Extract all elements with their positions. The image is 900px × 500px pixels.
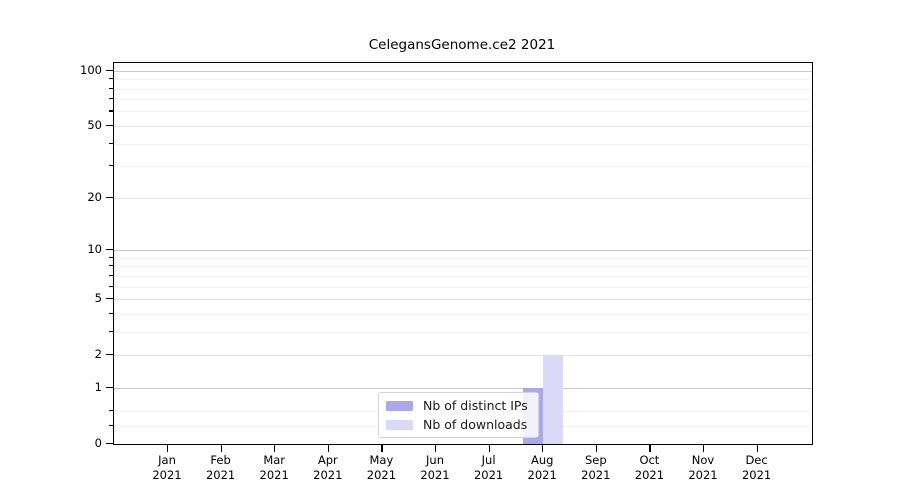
y-minor-tick-mark — [109, 78, 113, 80]
y-tick-label-1: 1 — [94, 379, 102, 394]
y-minor-tick-mark — [109, 110, 113, 112]
x-tick-mark-Dec 2021 — [756, 444, 758, 452]
gridline-minor — [114, 88, 812, 90]
y-minor-tick-mark — [109, 256, 113, 258]
x-tick-label-May 2021: May 2021 — [366, 453, 397, 482]
plot-area — [113, 62, 813, 445]
x-tick-mark-Mar 2021 — [274, 444, 276, 452]
legend-item-downloads: Nb of downloads — [386, 417, 528, 432]
y-tick-label-0: 0 — [94, 436, 102, 450]
gridline-minor — [114, 286, 812, 288]
x-tick-mark-May 2021 — [381, 444, 383, 452]
gridline-minor — [114, 266, 812, 268]
gridline-minor — [114, 313, 812, 315]
x-tick-mark-Feb 2021 — [220, 444, 222, 452]
x-tick-label-Jun 2021: Jun 2021 — [420, 453, 450, 482]
y-tick-label-5: 5 — [94, 291, 102, 305]
legend-label-downloads: Nb of downloads — [423, 417, 528, 432]
gridline-10 — [114, 250, 812, 251]
y-minor-tick-mark — [109, 98, 113, 100]
gridline-minor — [114, 275, 812, 277]
x-tick-label-Nov 2021: Nov 2021 — [688, 453, 718, 482]
x-tick-label-Dec 2021: Dec 2021 — [741, 453, 772, 482]
y-minor-tick-mark — [109, 312, 113, 314]
gridline-minor — [114, 143, 812, 145]
x-tick-mark-Apr 2021 — [327, 444, 329, 452]
y-tick-mark-0 — [106, 443, 113, 445]
x-tick-mark-Jan 2021 — [167, 444, 169, 452]
y-tick-mark-50 — [106, 124, 113, 127]
y-tick-mark-20 — [106, 196, 113, 198]
x-tick-mark-Sep 2021 — [595, 444, 597, 452]
y-tick-label-2: 2 — [94, 347, 102, 362]
x-tick-mark-Nov 2021 — [703, 444, 705, 452]
x-tick-label-Jan 2021: Jan 2021 — [152, 453, 182, 482]
y-tick-label-50: 50 — [87, 117, 102, 132]
gridline-1 — [114, 387, 812, 389]
gridline-minor — [114, 111, 812, 113]
y-tick-mark-10 — [106, 249, 113, 251]
y-tick-mark-2 — [106, 354, 113, 356]
chart-title: CelegansGenome.ce2 2021 — [368, 37, 556, 53]
legend: Nb of distinct IPs Nb of downloads — [378, 392, 539, 438]
legend-swatch-distinct-ips — [386, 400, 413, 411]
y-tick-label-100: 100 — [80, 62, 102, 77]
y-minor-tick-mark — [109, 410, 113, 412]
y-minor-tick-mark — [109, 274, 113, 276]
x-tick-mark-Oct 2021 — [649, 444, 651, 452]
gridline-minor — [114, 257, 812, 259]
x-tick-mark-Jun 2021 — [435, 444, 437, 452]
y-minor-tick-mark — [109, 265, 113, 267]
x-tick-label-Aug 2021: Aug 2021 — [527, 453, 557, 482]
x-tick-label-Sep 2021: Sep 2021 — [581, 453, 611, 482]
legend-label-distinct-ips: Nb of distinct IPs — [423, 398, 528, 413]
x-tick-mark-Aug 2021 — [542, 444, 544, 452]
gridline-100 — [114, 70, 812, 72]
y-minor-tick-mark — [109, 285, 113, 287]
x-tick-label-Apr 2021: Apr 2021 — [313, 453, 343, 482]
gridline-2 — [114, 355, 812, 357]
gridline-50 — [114, 125, 812, 127]
x-tick-label-Jul 2021: Jul 2021 — [473, 453, 504, 482]
y-minor-tick-mark — [109, 142, 113, 144]
y-minor-tick-mark — [109, 165, 113, 167]
gridline-minor — [114, 99, 812, 101]
gridline-5 — [114, 299, 812, 300]
y-minor-tick-mark — [109, 87, 113, 89]
y-minor-tick-mark — [109, 330, 113, 332]
gridline-minor — [114, 331, 812, 333]
gridline-20 — [114, 197, 812, 199]
gridline-minor — [114, 79, 812, 81]
legend-item-distinct-ips: Nb of distinct IPs — [386, 398, 528, 413]
x-tick-label-Feb 2021: Feb 2021 — [205, 453, 236, 482]
y-minor-tick-mark — [109, 424, 113, 427]
y-tick-mark-100 — [106, 69, 113, 71]
bar-downloads-Aug 2021 — [543, 355, 564, 444]
y-tick-mark-1 — [106, 386, 113, 389]
x-tick-label-Oct 2021: Oct 2021 — [634, 453, 665, 482]
gridline-minor — [114, 166, 812, 168]
y-tick-mark-5 — [106, 298, 113, 300]
y-tick-label-20: 20 — [87, 189, 102, 204]
y-tick-label-10: 10 — [87, 242, 102, 256]
x-tick-label-Mar 2021: Mar 2021 — [259, 453, 289, 482]
legend-swatch-downloads — [386, 419, 413, 430]
x-tick-mark-Jul 2021 — [488, 444, 490, 452]
